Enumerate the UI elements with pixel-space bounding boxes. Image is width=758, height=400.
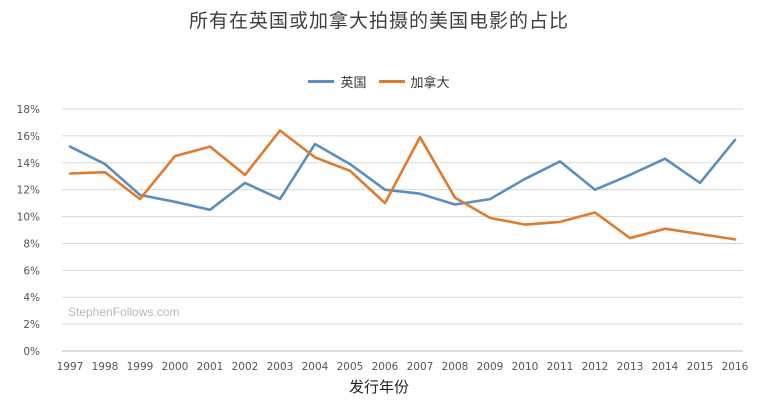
y-tick-label: 12% [17, 185, 40, 197]
x-tick-label: 2003 [267, 361, 294, 373]
x-tick-label: 2004 [302, 361, 329, 373]
x-axis-title: 发行年份 [348, 378, 409, 396]
y-tick-label: 6% [23, 265, 40, 277]
x-tick-label: 2016 [722, 361, 749, 373]
y-tick-label: 16% [17, 131, 40, 143]
x-tick-label: 2013 [617, 361, 644, 373]
x-tick-label: 2002 [232, 361, 259, 373]
legend: 英国 加拿大 [0, 72, 758, 91]
x-tick-label: 2009 [477, 361, 504, 373]
x-tick-label: 2005 [337, 361, 364, 373]
x-tick-label: 1999 [127, 361, 154, 373]
y-tick-label: 8% [23, 238, 40, 250]
y-tick-label: 2% [23, 319, 40, 331]
y-tick-label: 4% [23, 292, 40, 304]
y-tick-label: 10% [17, 212, 40, 224]
x-tick-label: 2007 [407, 361, 434, 373]
x-tick-label: 1998 [92, 361, 119, 373]
x-tick-label: 1997 [57, 361, 84, 373]
x-tick-label: 2012 [582, 361, 609, 373]
legend-label-uk: 英国 [340, 76, 367, 91]
x-tick-label: 2001 [197, 361, 224, 373]
x-tick-label: 2008 [442, 361, 469, 373]
series-line-uk [68, 138, 737, 212]
legend-label-canada: 加拿大 [410, 76, 450, 91]
chart-title: 所有在英国或加拿大拍摄的美国电影的占比 [188, 10, 569, 32]
y-tick-label: 0% [23, 346, 40, 358]
x-tick-label: 2000 [162, 361, 189, 373]
series-line-canada [68, 129, 737, 241]
x-tick-label: 2015 [687, 361, 714, 373]
y-tick-label: 14% [17, 158, 40, 170]
legend-item-canada: 加拿大 [378, 72, 450, 91]
x-tick-label: 2011 [547, 361, 574, 373]
legend-item-uk: 英国 [308, 72, 367, 91]
x-tick-label: 2010 [512, 361, 539, 373]
x-tick-label: 2014 [652, 361, 679, 373]
y-tick-label: 18% [17, 104, 40, 116]
legend-swatch-uk [308, 80, 335, 83]
watermark: StephenFollows.com [68, 305, 180, 319]
legend-swatch-canada [378, 80, 405, 83]
x-tick-label: 2006 [372, 361, 399, 373]
